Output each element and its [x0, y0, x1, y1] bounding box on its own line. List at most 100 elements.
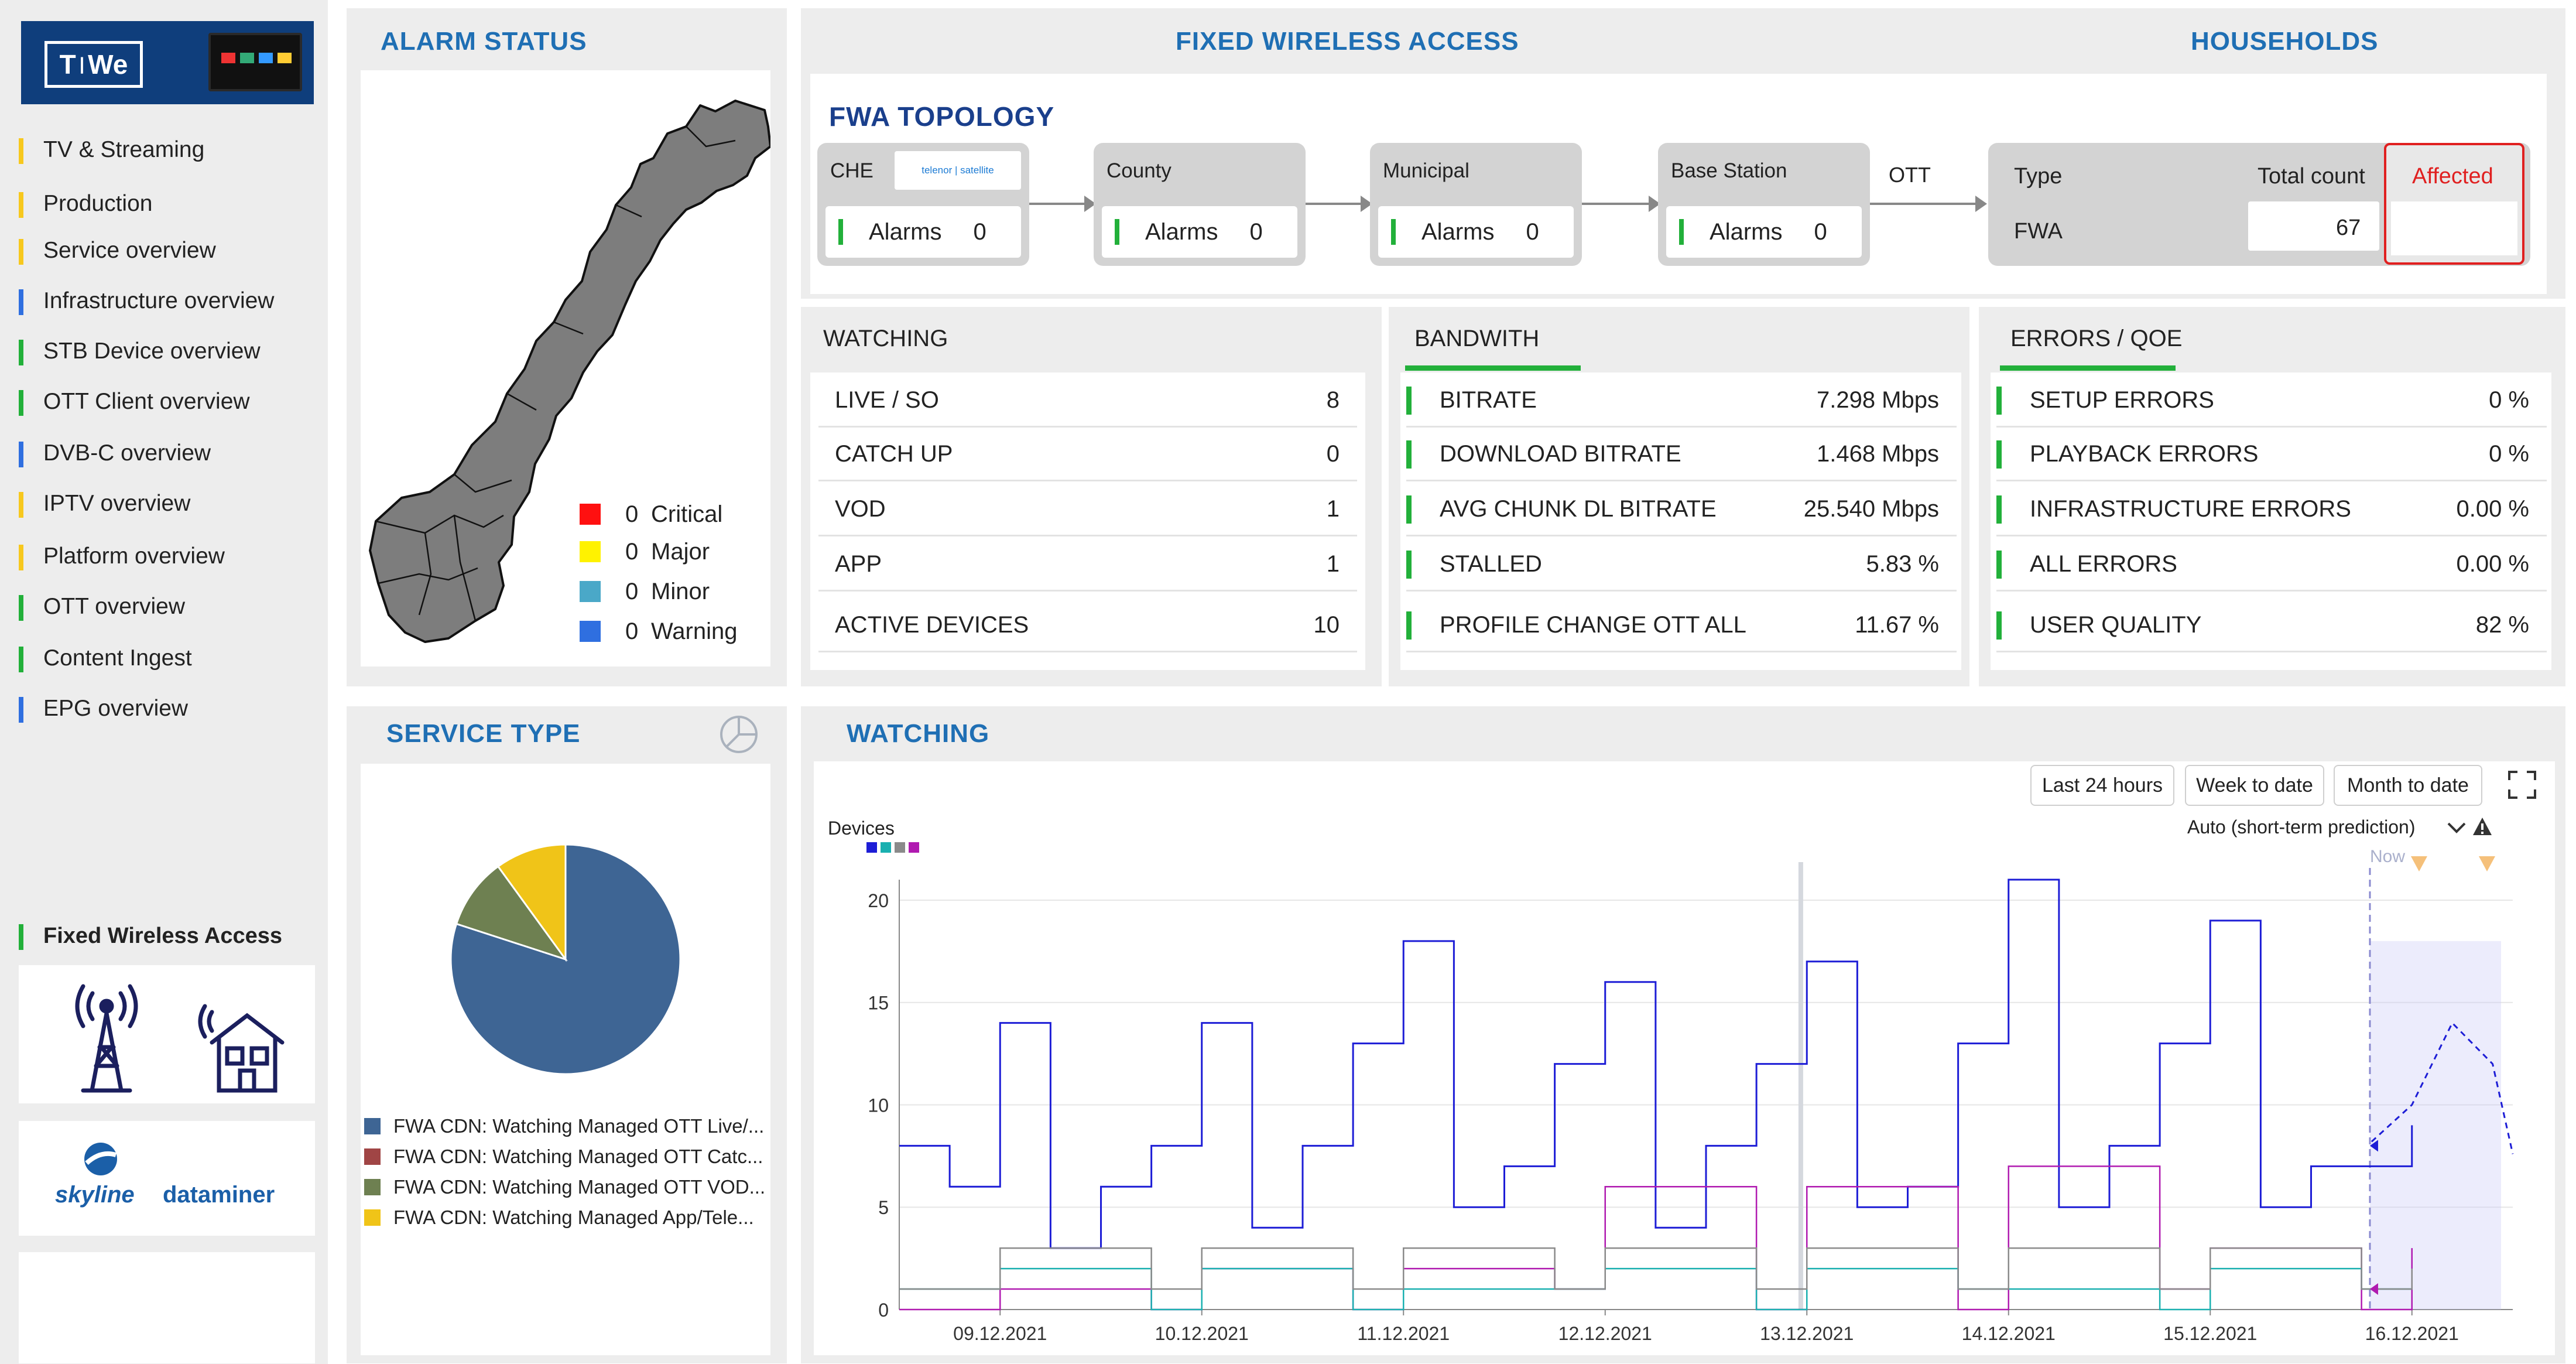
sidebar-item-epg-overview[interactable]: EPG overview	[19, 691, 311, 726]
alarm-legend-major[interactable]: 0 Major	[580, 536, 710, 567]
watching-kpi-title: WATCHING	[823, 326, 948, 351]
legend-label: FWA CDN: Watching Managed OTT VOD...	[393, 1176, 766, 1198]
norway-map[interactable]	[361, 70, 772, 666]
alarm-legend-minor[interactable]: 0 Minor	[580, 576, 710, 607]
pie-legend-item[interactable]: FWA CDN: Watching Managed OTT Live/...	[364, 1115, 764, 1137]
kpi-row-all-errors[interactable]: ALL ERRORS 0.00 %	[1996, 539, 2547, 592]
week-to-date-button[interactable]: Week to date	[2185, 765, 2324, 806]
x-tick-label: 15.12.2021	[2163, 1323, 2257, 1344]
sidebar-item-dvb-c-overview[interactable]: DVB-C overview	[19, 436, 311, 471]
pie-chart-icon[interactable]	[718, 713, 760, 756]
logo-mark: T | We	[44, 41, 143, 88]
alarm-map-area	[361, 70, 772, 666]
month-to-date-button[interactable]: Month to date	[2334, 765, 2482, 806]
kpi-value: 82 %	[2475, 612, 2529, 638]
topology-arrow	[1306, 196, 1372, 212]
pie-slice[interactable]	[455, 865, 568, 961]
kpi-row-profile-change-ott-all[interactable]: PROFILE CHANGE OTT ALL 11.67 %	[1406, 600, 1957, 652]
kpi-row-infrastructure-errors[interactable]: INFRASTRUCTURE ERRORS 0.00 %	[1996, 484, 2547, 536]
kpi-row-playback-errors[interactable]: PLAYBACK ERRORS 0 %	[1996, 429, 2547, 481]
sidebar-item-label: OTT overview	[43, 594, 185, 619]
series-swatch	[866, 842, 877, 853]
section-color-bar	[19, 924, 23, 950]
kpi-row-bitrate[interactable]: BITRATE 7.298 Mbps	[1406, 375, 1957, 428]
sidebar-item-label: STB Device overview	[43, 339, 261, 364]
alarm-legend-warning[interactable]: 0 Warning	[580, 616, 737, 647]
y-tick-label: 20	[868, 890, 889, 911]
series-line[interactable]	[899, 878, 2413, 1249]
sidebar-item-stb-device-overview[interactable]: STB Device overview	[19, 334, 311, 369]
prediction-mode-select[interactable]: Auto (short-term prediction)	[2187, 816, 2416, 837]
kpi-row-download-bitrate[interactable]: DOWNLOAD BITRATE 1.468 Mbps	[1406, 429, 1957, 481]
node-label: Municipal	[1383, 159, 1469, 182]
sidebar-item-ott-overview[interactable]: OTT overview	[19, 589, 311, 624]
kpi-row-app[interactable]: APP 1	[818, 539, 1357, 592]
sidebar-item-content-ingest[interactable]: Content Ingest	[19, 641, 311, 676]
sidebar-item-platform-overview[interactable]: Platform overview	[19, 539, 311, 574]
series-swatch	[909, 842, 919, 853]
pie-legend-item[interactable]: FWA CDN: Watching Managed OTT VOD...	[364, 1176, 765, 1198]
affected-box[interactable]: Affected	[2384, 143, 2524, 265]
brand-dataminer: dataminer	[163, 1182, 275, 1208]
warning-icon[interactable]	[2472, 816, 2493, 836]
alarms-label: Alarms	[1710, 218, 1783, 245]
fwa-title: FIXED WIRELESS ACCESS	[1176, 27, 1519, 56]
kpi-row-live-so[interactable]: LIVE / SO 8	[818, 375, 1357, 428]
fullscreen-icon[interactable]	[2506, 768, 2539, 801]
sidebar-item-tv-streaming[interactable]: TV & Streaming	[19, 132, 311, 167]
status-bar	[1391, 219, 1396, 245]
event-marker[interactable]	[2479, 856, 2495, 871]
households-type-label: Type	[2014, 164, 2063, 189]
fwa-icons-card[interactable]	[19, 965, 315, 1103]
status-bar	[1406, 386, 1412, 415]
topology-node-municipal[interactable]: Municipal Alarms 0	[1370, 143, 1582, 266]
kpi-row-vod[interactable]: VOD 1	[818, 484, 1357, 536]
kpi-label: AVG CHUNK DL BITRATE	[1440, 496, 1717, 522]
sidebar-item-infrastructure-overview[interactable]: Infrastructure overview	[19, 283, 311, 319]
x-tick-label: 16.12.2021	[2365, 1323, 2459, 1344]
sidebar-item-iptv-overview[interactable]: IPTV overview	[19, 486, 311, 521]
y-tick-label: 15	[868, 993, 889, 1014]
pie-legend-item[interactable]: FWA CDN: Watching Managed App/Tele...	[364, 1206, 754, 1229]
last-24-hours-button[interactable]: Last 24 hours	[2030, 765, 2174, 806]
pie-legend-item[interactable]: FWA CDN: Watching Managed OTT Catc...	[364, 1146, 763, 1168]
sidebar-section-fixed-wireless-access[interactable]: Fixed Wireless Access	[19, 918, 311, 953]
nav-color-bar	[19, 340, 23, 365]
alarms-count: 0	[1814, 218, 1827, 245]
topology-node-base-station[interactable]: Base Station Alarms 0	[1658, 143, 1870, 266]
app-logo[interactable]: T | We	[21, 21, 314, 104]
kpi-row-user-quality[interactable]: USER QUALITY 82 %	[1996, 600, 2547, 652]
service-type-pie[interactable]	[361, 764, 770, 1115]
topology-node-che[interactable]: CHE telenor | satellite Alarms 0	[817, 143, 1029, 266]
kpi-row-active-devices[interactable]: ACTIVE DEVICES 10	[818, 600, 1357, 652]
legend-label: FWA CDN: Watching Managed App/Tele...	[393, 1206, 754, 1228]
series-line[interactable]	[899, 1247, 2413, 1290]
kpi-row-setup-errors[interactable]: SETUP ERRORS 0 %	[1996, 375, 2547, 428]
kpi-value: 10	[1313, 612, 1340, 638]
series-end-marker	[2369, 1283, 2378, 1295]
kpi-row-stalled[interactable]: STALLED 5.83 %	[1406, 539, 1957, 592]
topology-node-county[interactable]: County Alarms 0	[1094, 143, 1306, 266]
kpi-value: 0 %	[2489, 441, 2529, 467]
households-type-value: FWA	[2014, 219, 2063, 244]
alarm-legend-critical[interactable]: 0 Critical	[580, 499, 722, 529]
highlight-marker	[1798, 862, 1803, 1310]
sidebar-item-production[interactable]: Production	[19, 186, 311, 221]
legend-swatch	[364, 1118, 381, 1134]
node-alarms: Alarms 0	[1102, 206, 1297, 258]
sidebar-item-label: Production	[43, 191, 153, 216]
kpi-row-catch-up[interactable]: CATCH UP 0	[818, 429, 1357, 481]
sidebar-item-service-overview[interactable]: Service overview	[19, 233, 311, 268]
node-label: CHE	[830, 159, 873, 182]
chevron-down-icon[interactable]	[2445, 819, 2468, 836]
kpi-row-avg-chunk-dl-bitrate[interactable]: AVG CHUNK DL BITRATE 25.540 Mbps	[1406, 484, 1957, 536]
status-bar	[1996, 495, 2002, 524]
event-marker[interactable]	[2410, 856, 2427, 871]
pie-slice[interactable]	[496, 843, 567, 962]
sidebar-item-ott-client-overview[interactable]: OTT Client overview	[19, 384, 311, 419]
alarm-severity-label: Warning	[651, 618, 738, 644]
watching-line-chart[interactable]: 0 5 10 15 20 09.12.2021 10.12.2021 11.12.2021 12…	[814, 837, 2555, 1353]
status-bar	[1996, 550, 2002, 579]
kpi-label: APP	[835, 551, 882, 577]
series-end-marker	[2369, 1140, 2378, 1152]
